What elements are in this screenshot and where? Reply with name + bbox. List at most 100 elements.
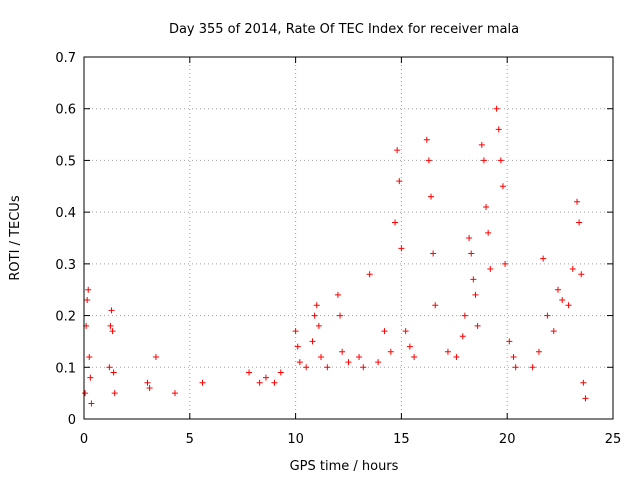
data-point (107, 322, 114, 329)
data-point (411, 353, 418, 360)
data-point (569, 266, 576, 273)
y-axis-label: ROTI / TECUs (8, 195, 23, 280)
data-point (497, 157, 504, 164)
data-point (554, 286, 561, 293)
data-point (576, 219, 583, 226)
data-point (152, 353, 159, 360)
data-point (86, 353, 93, 360)
data-point (423, 136, 430, 143)
data-point (493, 105, 500, 112)
y-tick-label: 0.3 (55, 258, 76, 273)
data-point (578, 271, 585, 278)
data-point (394, 147, 401, 154)
x-tick-label: 5 (186, 432, 194, 447)
data-point (574, 198, 581, 205)
y-tick-label: 0.7 (55, 51, 76, 66)
data-point (277, 369, 284, 376)
data-point (506, 338, 513, 345)
data-point (495, 126, 502, 133)
x-tick-label: 20 (499, 432, 516, 447)
data-point (402, 328, 409, 335)
data-point (468, 250, 475, 257)
data-point (499, 183, 506, 190)
data-point (470, 276, 477, 283)
data-point (565, 302, 572, 309)
data-point (87, 374, 94, 381)
data-point (324, 364, 331, 371)
data-point (315, 322, 322, 329)
data-point (146, 384, 153, 391)
data-point (311, 312, 318, 319)
data-point (502, 260, 509, 267)
data-point (339, 348, 346, 355)
data-point (550, 328, 557, 335)
data-point (360, 364, 367, 371)
data-point (296, 359, 303, 366)
data-point (144, 379, 151, 386)
data-point (544, 312, 551, 319)
data-point (345, 359, 352, 366)
data-point (309, 338, 316, 345)
data-point (82, 390, 89, 397)
data-point (262, 374, 269, 381)
data-point (580, 379, 587, 386)
data-point (453, 353, 460, 360)
data-point (396, 178, 403, 185)
data-point (366, 271, 373, 278)
y-tick-label: 0.2 (55, 310, 76, 325)
data-point (428, 193, 435, 200)
y-tick-label: 0.5 (55, 154, 76, 169)
data-point (392, 219, 399, 226)
data-point (559, 297, 566, 304)
y-tick-label: 0 (68, 413, 76, 428)
data-point (485, 229, 492, 236)
data-point (381, 328, 388, 335)
data-point (171, 390, 178, 397)
x-tick-label: 15 (393, 432, 410, 447)
data-point (109, 328, 116, 335)
gridlines (84, 57, 613, 419)
data-point (478, 141, 485, 148)
data-point (430, 250, 437, 257)
data-point (303, 364, 310, 371)
data-point (271, 379, 278, 386)
x-tick-label: 25 (605, 432, 622, 447)
data-point (110, 369, 117, 376)
data-point (466, 235, 473, 241)
data-point (461, 312, 468, 319)
data-point (432, 302, 439, 309)
data-point (256, 379, 263, 386)
data-point (582, 395, 589, 402)
data-point (398, 245, 405, 252)
data-point (444, 348, 451, 355)
data-point (387, 348, 394, 355)
data-point (108, 307, 115, 314)
data-point (106, 364, 113, 371)
data-point (529, 364, 536, 371)
chart-title: Day 355 of 2014, Rate Of TEC Index for r… (169, 22, 519, 37)
data-point (540, 255, 547, 262)
data-point (88, 400, 95, 407)
data-point (246, 369, 253, 376)
data-point (199, 379, 206, 386)
data-point (356, 353, 363, 360)
data-point (294, 343, 301, 350)
data-point (472, 291, 479, 298)
data-point (480, 157, 487, 164)
data-point (483, 203, 490, 210)
data-point (334, 291, 341, 298)
data-point (459, 333, 466, 340)
data-point (317, 353, 324, 360)
y-tick-label: 0.6 (55, 103, 76, 118)
x-axis-label: GPS time / hours (290, 459, 399, 474)
data-point (111, 390, 118, 397)
data-point (85, 286, 92, 293)
data-point (292, 328, 299, 335)
y-tick-label: 0.4 (55, 206, 76, 221)
data-point (425, 157, 432, 164)
data-point (474, 322, 481, 329)
data-points (82, 105, 589, 407)
x-tick-label: 0 (80, 432, 88, 447)
x-tick-label: 10 (287, 432, 304, 447)
